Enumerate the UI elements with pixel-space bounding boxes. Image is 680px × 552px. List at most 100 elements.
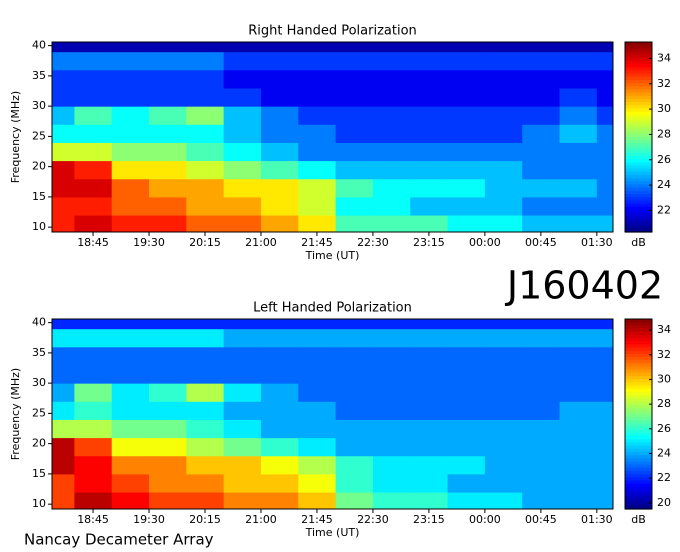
colorbar-step bbox=[625, 429, 652, 434]
heat-cell bbox=[447, 51, 486, 71]
heat-cell bbox=[447, 437, 486, 457]
heat-cell bbox=[410, 401, 449, 420]
heat-cell bbox=[522, 106, 561, 125]
heat-cell bbox=[298, 215, 337, 233]
colorbar-step bbox=[625, 410, 652, 415]
heat-cell bbox=[149, 473, 187, 493]
colorbar-step bbox=[625, 171, 652, 176]
colorbar-step bbox=[625, 496, 652, 501]
heat-cell bbox=[149, 69, 187, 89]
heat-cell bbox=[149, 106, 187, 125]
heat-cell bbox=[186, 124, 225, 143]
heat-cell bbox=[522, 346, 561, 366]
colorbar-step bbox=[625, 143, 652, 148]
x-tick-label: 00:45 bbox=[525, 513, 557, 526]
heat-cell bbox=[522, 383, 561, 402]
heat-cell bbox=[484, 106, 523, 125]
colorbar-step bbox=[625, 455, 652, 459]
heat-cell bbox=[186, 492, 225, 510]
colorbar-step bbox=[625, 376, 652, 380]
heat-cell bbox=[52, 142, 75, 162]
heat-cell bbox=[298, 142, 337, 162]
heat-cell bbox=[298, 437, 337, 457]
colorbar-tick-label: 32 bbox=[657, 348, 671, 361]
x-tick-label: 21:00 bbox=[245, 513, 277, 526]
colorbar-step bbox=[625, 499, 652, 504]
heat-cell bbox=[596, 473, 614, 493]
y-tick-label: 10 bbox=[32, 220, 46, 233]
heat-cell bbox=[298, 401, 337, 420]
heat-cell bbox=[260, 492, 299, 510]
colorbar-step bbox=[625, 445, 652, 450]
heat-cell bbox=[111, 346, 150, 366]
colorbar-step bbox=[625, 483, 652, 488]
heat-cell bbox=[74, 106, 113, 125]
heat-cell bbox=[484, 215, 523, 233]
colorbar-step bbox=[625, 347, 652, 352]
colorbar-step bbox=[625, 219, 652, 224]
colorbar-step bbox=[625, 372, 652, 377]
heat-cell bbox=[149, 87, 187, 107]
heat-cell bbox=[559, 142, 598, 162]
colorbar-tick-label: 34 bbox=[657, 51, 671, 64]
colorbar-step bbox=[625, 417, 652, 421]
colorbar-step bbox=[625, 54, 652, 59]
y-tick-label: 30 bbox=[32, 99, 46, 112]
heat-cell bbox=[335, 346, 374, 366]
colorbar-tick-label: 22 bbox=[657, 471, 671, 484]
heat-cell bbox=[522, 51, 561, 71]
colorbar-step bbox=[625, 480, 652, 485]
y-tick-label: 30 bbox=[32, 376, 46, 389]
heat-cell bbox=[522, 473, 561, 493]
heat-cell bbox=[223, 319, 262, 330]
heat-cell bbox=[335, 473, 374, 493]
heat-cell bbox=[484, 492, 523, 510]
colorbar-step bbox=[625, 111, 652, 116]
heat-cell bbox=[596, 419, 614, 439]
heat-cell bbox=[335, 455, 374, 475]
heat-cell bbox=[260, 401, 299, 420]
heat-cell bbox=[484, 455, 523, 475]
heat-cell bbox=[186, 69, 225, 89]
heat-cell bbox=[335, 69, 374, 89]
heat-cell bbox=[186, 437, 225, 457]
heat-cell bbox=[111, 437, 150, 457]
heat-cell bbox=[74, 383, 113, 402]
heat-cell bbox=[559, 42, 598, 53]
heat-cell bbox=[596, 69, 614, 89]
heat-cell bbox=[484, 196, 523, 216]
colorbar-step bbox=[625, 92, 652, 97]
heat-cell bbox=[447, 473, 486, 493]
colorbar-step bbox=[625, 423, 652, 428]
colorbar-step bbox=[625, 225, 652, 230]
heat-cell bbox=[335, 401, 374, 420]
heat-cell bbox=[149, 160, 187, 180]
heat-cell bbox=[410, 346, 449, 366]
colorbar-step bbox=[625, 203, 652, 208]
colorbar-step bbox=[625, 322, 652, 326]
heat-cell bbox=[111, 69, 150, 89]
heat-cell bbox=[149, 42, 187, 53]
colorbar-step bbox=[625, 404, 652, 409]
x-tick-label: 00:00 bbox=[469, 513, 501, 526]
heat-cell bbox=[74, 87, 113, 107]
colorbar-step bbox=[625, 398, 652, 402]
colorbar-step bbox=[625, 388, 652, 393]
x-tick-label: 23:15 bbox=[413, 236, 445, 249]
heat-cell bbox=[522, 87, 561, 107]
heat-cell bbox=[484, 160, 523, 180]
heat-cell bbox=[372, 215, 411, 233]
colorbar-step bbox=[625, 474, 652, 478]
heat-cell bbox=[335, 437, 374, 457]
heat-cell bbox=[111, 328, 150, 348]
x-axis-label: Time (UT) bbox=[305, 526, 360, 539]
heat-cell bbox=[522, 364, 561, 384]
heat-cell bbox=[149, 419, 187, 439]
colorbar-tick-label: 30 bbox=[657, 102, 671, 115]
heat-cell bbox=[298, 473, 337, 493]
colorbar-tick-label: 22 bbox=[657, 203, 671, 216]
heat-cell bbox=[522, 69, 561, 89]
colorbar-step bbox=[625, 395, 652, 399]
colorbar-label: dB bbox=[631, 236, 646, 249]
heat-cell bbox=[522, 215, 561, 233]
